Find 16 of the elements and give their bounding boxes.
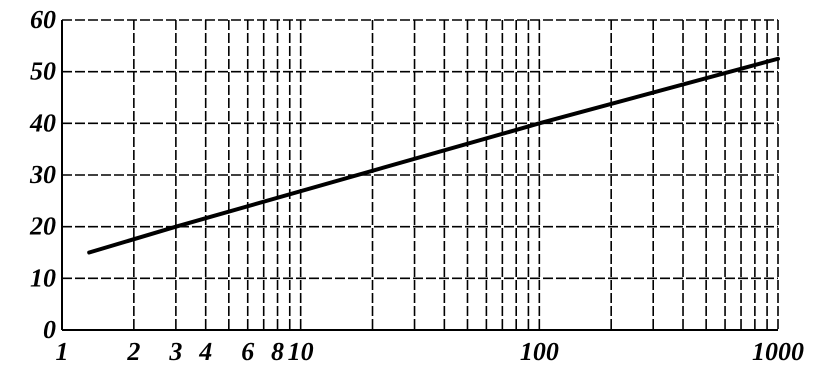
x-tick-label: 1 xyxy=(56,337,68,366)
x-tick-label: 100 xyxy=(520,337,559,366)
x-tick-label: 8 xyxy=(271,337,284,366)
y-tick-label: 10 xyxy=(30,263,56,292)
y-tick-label: 50 xyxy=(30,56,56,86)
x-tick-label: 1000 xyxy=(752,337,804,366)
x-tick-label: 3 xyxy=(168,337,182,366)
x-tick-label: 2 xyxy=(126,337,140,366)
x-tick-label: 10 xyxy=(288,337,314,366)
y-tick-label: 60 xyxy=(30,5,56,34)
y-tick-label: 20 xyxy=(29,212,56,241)
y-tick-label: 30 xyxy=(29,160,56,189)
y-tick-label: 0 xyxy=(43,315,56,344)
y-tick-label: 40 xyxy=(29,108,56,138)
x-tick-label: 6 xyxy=(241,337,254,366)
x-tick-label: 4 xyxy=(198,337,212,366)
